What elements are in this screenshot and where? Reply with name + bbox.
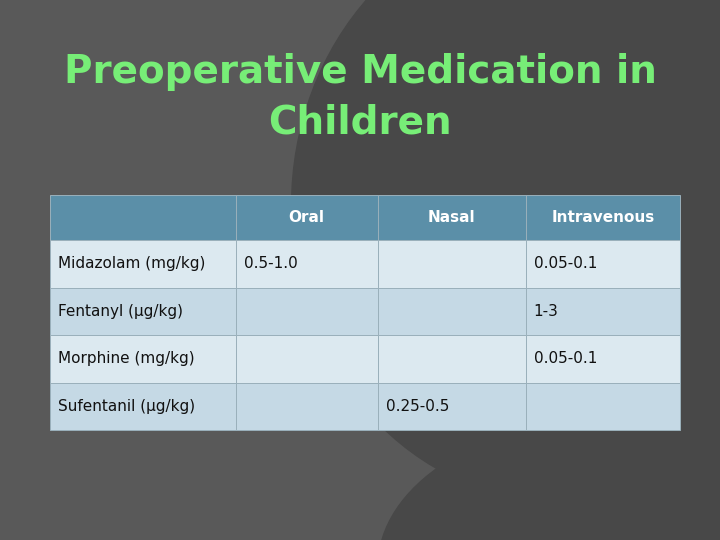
- Text: Nasal: Nasal: [428, 210, 475, 225]
- Text: Oral: Oral: [289, 210, 325, 225]
- Text: Morphine (mg/kg): Morphine (mg/kg): [58, 351, 194, 366]
- Text: Fentanyl (μg/kg): Fentanyl (μg/kg): [58, 303, 183, 319]
- Text: 1-3: 1-3: [534, 303, 559, 319]
- Text: 0.25-0.5: 0.25-0.5: [386, 399, 449, 414]
- Text: 0.5-1.0: 0.5-1.0: [244, 256, 297, 271]
- Text: Intravenous: Intravenous: [552, 210, 654, 225]
- Text: Midazolam (mg/kg): Midazolam (mg/kg): [58, 256, 205, 271]
- Text: 0.05-0.1: 0.05-0.1: [534, 351, 597, 366]
- Text: Preoperative Medication in
Children: Preoperative Medication in Children: [63, 53, 657, 141]
- Text: 0.05-0.1: 0.05-0.1: [534, 256, 597, 271]
- Text: Sufentanil (μg/kg): Sufentanil (μg/kg): [58, 399, 195, 414]
